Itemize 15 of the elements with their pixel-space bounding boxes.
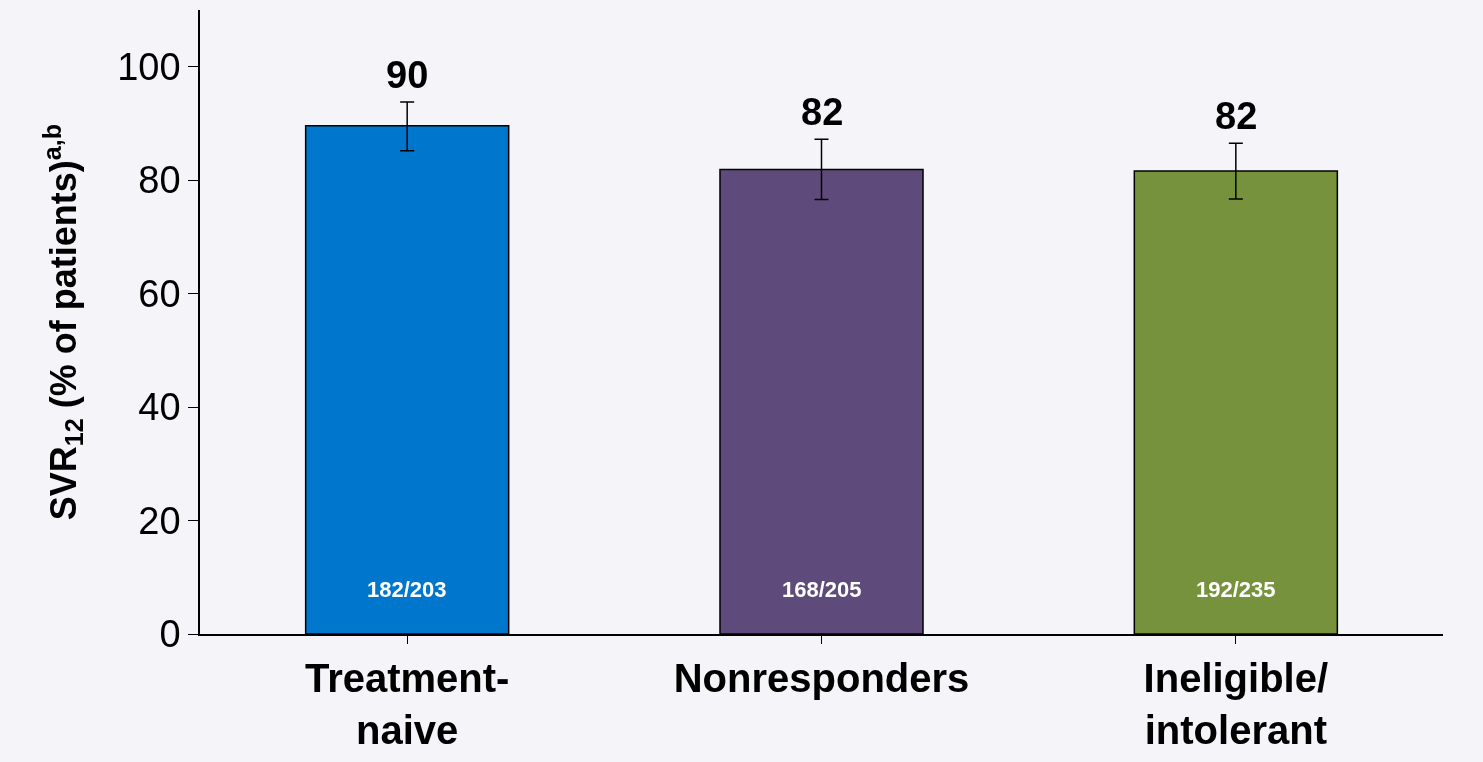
- annotation: 182/203: [367, 577, 447, 602]
- y-tick-label: 100: [117, 46, 181, 89]
- data-label: 82: [801, 91, 844, 133]
- y-tick-label: 40: [138, 386, 181, 429]
- y-tick-label: 80: [138, 159, 181, 202]
- x-tick-label: Nonresponders: [673, 655, 970, 700]
- data-label: 82: [1215, 95, 1258, 137]
- x-tick-label: Ineligible/ intolerant: [1143, 655, 1329, 752]
- annotation: 192/235: [1196, 577, 1276, 602]
- annotation: 168/205: [782, 577, 862, 602]
- x-tick-label: Treatment- naive: [304, 655, 510, 752]
- data-label: 90: [386, 54, 429, 96]
- y-tick-label: 0: [159, 613, 181, 656]
- y-tick-label: 20: [138, 499, 181, 542]
- y-tick-label: 60: [138, 272, 181, 315]
